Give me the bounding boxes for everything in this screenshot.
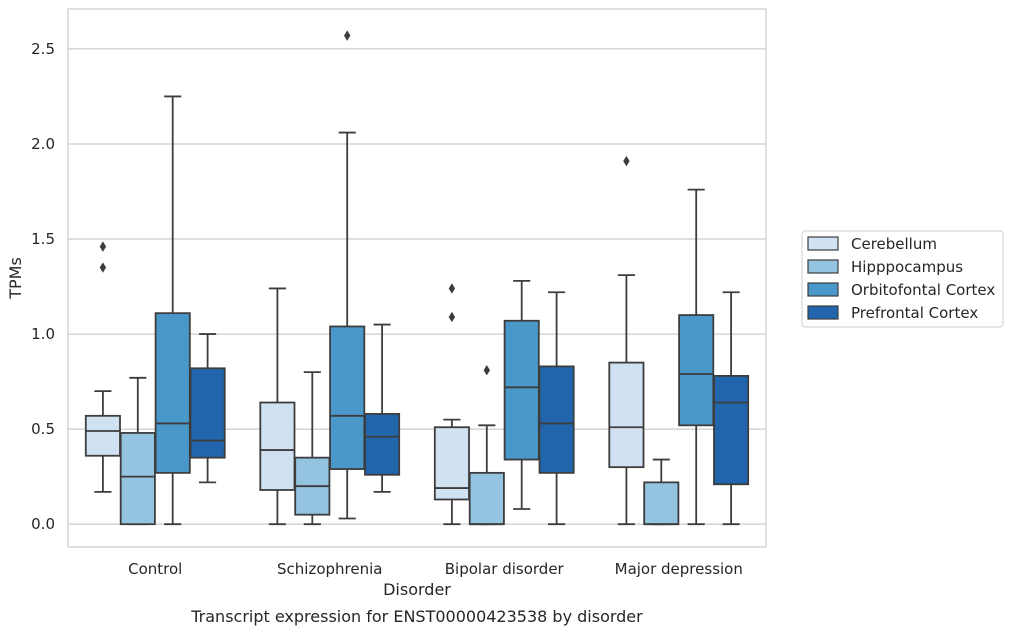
chart-caption: Transcript expression for ENST0000042353… — [190, 607, 643, 626]
box — [154, 95, 191, 526]
box — [468, 365, 505, 526]
outlier-point — [344, 30, 351, 41]
box — [678, 188, 715, 526]
outlier-point — [483, 365, 490, 376]
outlier-point — [448, 283, 456, 294]
box — [329, 30, 366, 520]
y-tick-label: 0.5 — [31, 420, 55, 438]
box-body — [678, 314, 715, 427]
box — [433, 283, 470, 526]
box-body — [713, 375, 750, 486]
y-tick-label: 2.0 — [31, 135, 55, 153]
x-tick-label: Control — [128, 560, 182, 578]
series-cerebellum — [84, 155, 645, 526]
y-tick-label: 1.5 — [31, 230, 55, 248]
outlier-point — [99, 262, 107, 273]
box — [364, 323, 401, 493]
series-hipppocampus — [119, 365, 680, 526]
box-body — [154, 312, 191, 474]
box — [643, 458, 680, 526]
x-tick-label: Major depression — [615, 560, 743, 578]
box-body — [84, 414, 121, 457]
box-body — [189, 367, 226, 459]
box — [189, 333, 226, 484]
y-tick-labels: 0.0 0.5 1.0 1.5 2.0 2.5 — [31, 40, 55, 533]
box — [503, 279, 540, 510]
legend-swatch — [807, 236, 839, 251]
legend-label: Hipppocampus — [851, 258, 963, 276]
box — [538, 291, 575, 526]
box-body — [608, 361, 645, 469]
y-tick-label: 0.0 — [31, 515, 55, 533]
legend-frame — [801, 230, 1004, 328]
outlier-point — [448, 311, 456, 323]
box-series — [84, 30, 750, 526]
legend-swatch — [807, 259, 839, 274]
x-tick-label: Bipolar disorder — [445, 560, 565, 578]
box-body — [119, 432, 156, 526]
box — [713, 291, 750, 526]
box-body — [538, 365, 575, 474]
box-body — [329, 325, 366, 470]
legend-swatch — [807, 282, 839, 297]
box — [608, 155, 645, 526]
legend-label: Prefrontal Cortex — [851, 304, 978, 322]
x-tick-label: Schizophrenia — [277, 560, 382, 578]
x-axis-title: Disorder — [383, 580, 451, 599]
y-tick-label: 1.0 — [31, 325, 55, 343]
y-axis-title: TPMs — [6, 257, 25, 300]
x-tick-labels: Control Schizophrenia Bipolar disorder Majo… — [128, 560, 743, 578]
legend-swatch — [807, 305, 839, 320]
legend-label: Cerebellum — [851, 235, 937, 253]
box-body — [259, 401, 296, 491]
box — [119, 376, 156, 526]
series-prefrontal-cortex — [189, 291, 750, 526]
outlier-point — [623, 155, 630, 167]
box-body — [468, 471, 505, 526]
legend-label: Orbitofontal Cortex — [851, 281, 995, 299]
box-body — [364, 413, 401, 476]
box-body — [643, 481, 680, 526]
series-orbitofontal-cortex — [154, 30, 715, 526]
legend: Cerebellum Hipppocampus Orbitofontal Corte… — [801, 230, 1004, 328]
plot-frame — [67, 8, 767, 548]
outlier-point — [99, 241, 107, 252]
y-tick-label: 2.5 — [31, 40, 55, 58]
box — [259, 287, 296, 526]
box-body — [503, 319, 540, 461]
box — [294, 371, 331, 526]
